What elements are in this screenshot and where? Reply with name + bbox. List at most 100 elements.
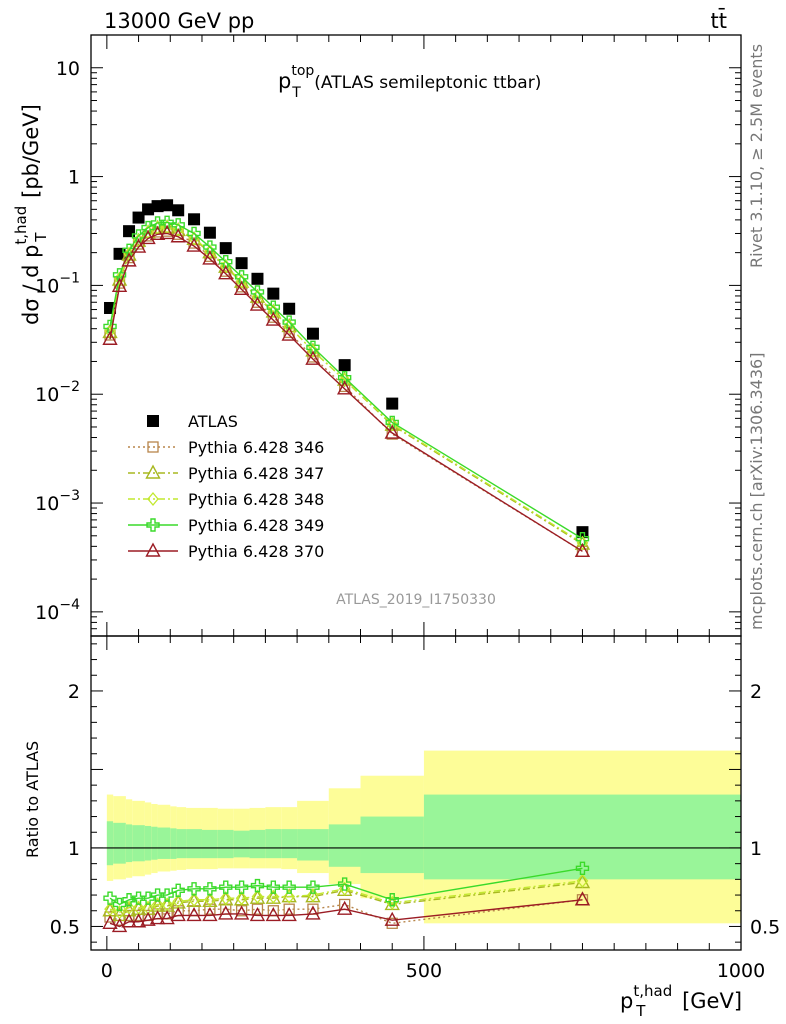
ratio-point [170,906,186,922]
data-point [306,340,320,354]
ratio-point [188,892,200,907]
data-point [338,372,351,387]
xlabel-sup: t,had [633,982,672,1000]
legend-marker [145,542,161,557]
data-point [265,311,281,326]
ratio-point [283,903,295,915]
ratio-point [249,906,266,922]
main-ytick-label: 10−3 [35,488,80,515]
data-point [218,265,234,280]
data-point [186,237,202,252]
data-point [574,542,591,558]
main-title: ptop T (ATLAS semileptonic ttbar) [278,63,541,101]
ratio-point [160,888,174,902]
xlabel: pt,had T [GeV] [620,982,742,1020]
ratio-point [306,880,320,894]
ratio-point [282,880,296,894]
ytick-base: 10 [35,602,59,624]
legend-label: Pythia 6.428 349 [188,516,324,535]
data-point [337,370,352,385]
data-point [575,532,590,546]
ratio-point [102,914,118,930]
ratio-point [574,891,591,906]
data-point [171,218,185,232]
ratio-point [140,911,156,926]
ratio-point [186,906,202,922]
data-point [386,417,399,432]
ratio-frame [90,635,742,951]
ytick-base: 10 [35,275,59,297]
ratio-point [281,906,297,922]
data-point [266,300,281,314]
ratio-point [384,911,400,926]
ratio-point [187,882,201,896]
ytick-exponent: −4 [59,597,80,613]
ratio-point [234,880,249,894]
ratio-point [150,888,165,902]
ratio-point [130,913,147,928]
ratio-point [131,891,146,905]
ratio-point [250,878,265,893]
legend-entry: Pythia 6.428 349 [128,516,324,535]
ratio-band-inner [125,824,133,863]
ratio-band-inner [113,822,126,864]
data-point [219,255,233,269]
ratio-point [204,903,216,915]
ytick-exponent: −3 [59,488,80,504]
ratio-point [202,906,218,922]
ylabel-sub: T [32,232,50,243]
data-point [159,225,175,240]
ratio-point [267,889,280,904]
ratio-point [112,897,127,912]
main-ytick-label: 10−2 [35,379,80,406]
ratio-point [305,905,321,920]
ratio-ytick-label-left: 0.5 [50,916,80,938]
header-left: 13000 GeV pp [104,9,254,33]
legend-marker [146,518,160,532]
ratio-band-inner [233,830,250,858]
ratio-point [235,891,248,906]
ratio-band-inner [170,828,177,859]
xtick-label: 500 [406,960,442,982]
title-sub: T [291,85,301,101]
data-point [306,327,319,340]
ratio-band-inner [423,794,741,880]
legend-marker [145,464,161,479]
data-point [281,326,297,341]
ratio-point [149,910,166,925]
ratio-ytick-label-left: 2 [68,681,80,703]
main-ytick-label: 10 [56,58,80,80]
ratio-band-inner [281,829,298,859]
ratio-point [171,883,185,898]
data-point [386,397,399,410]
ytick-base: 10 [35,493,59,515]
legend: ATLAS Pythia 6.428 346 Pythia 6.428 347 Pyt… [128,412,324,561]
data-point [338,359,351,372]
data-point [132,211,145,224]
ratio-band-inner [328,824,361,867]
data-point [188,213,201,226]
series-line [109,221,583,540]
ratio-series-3 [103,861,590,912]
ratio-point [386,895,399,910]
data-point [172,222,185,237]
xtick-label: 0 [101,960,113,982]
ratio-ytick-label-right: 2 [750,681,762,703]
series-4 [103,215,590,546]
xlabel-pre: p [620,989,633,1013]
ratio-point [103,891,117,905]
ratio-band-inner [360,816,424,874]
legend-entry: Pythia 6.428 370 [128,542,324,561]
data-point [203,226,216,239]
main-ytick-label: 10−4 [35,597,80,624]
xtick-label: 1000 [717,960,765,982]
header-right: tt̄ [711,8,727,33]
data-point [233,280,250,296]
analysis-id: ATLAS_2019_I1750330 [336,592,496,608]
data-point [219,242,232,255]
data-point [131,229,146,243]
ratio-band-inner [297,829,329,861]
ratio-band-inner [186,829,202,859]
data-point [282,315,296,329]
